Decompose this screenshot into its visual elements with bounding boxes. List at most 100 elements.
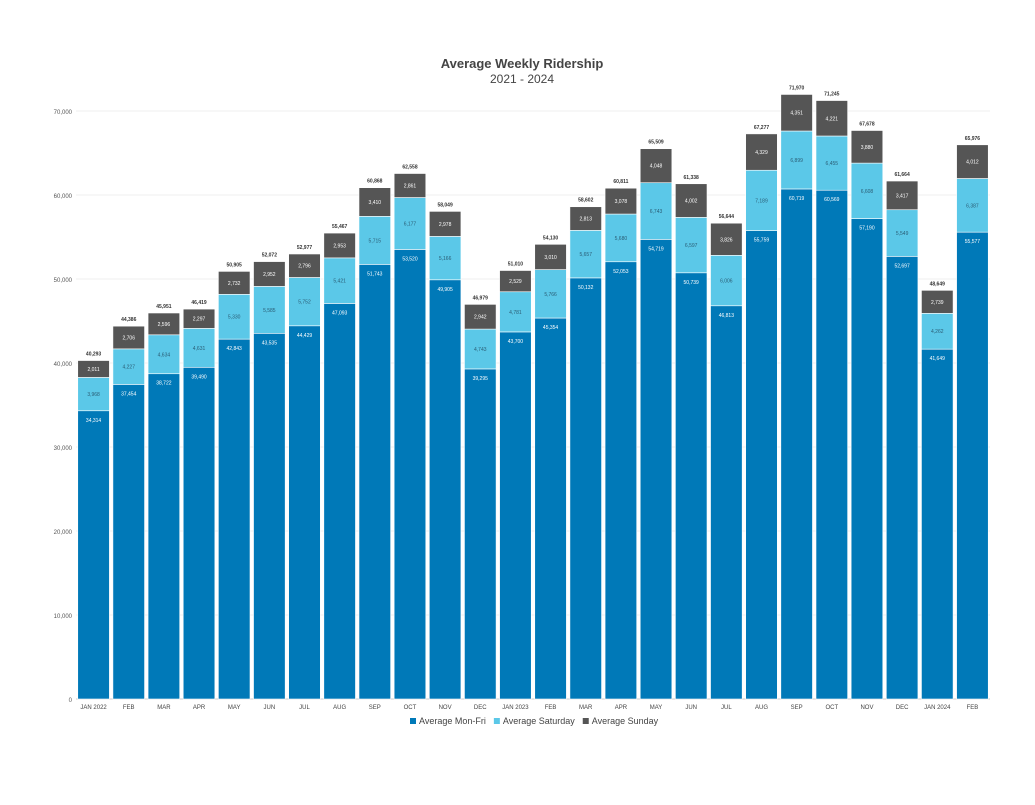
- bar-segment-average-saturday: [464, 328, 497, 370]
- x-tick-label: APR: [193, 705, 206, 711]
- bar-segment-average-sunday: [464, 304, 497, 330]
- bar-segment-average-saturday: [815, 135, 848, 191]
- data-label: 3,010: [544, 255, 557, 261]
- data-label: 2,706: [122, 336, 135, 342]
- x-tick-label: NOV: [439, 705, 452, 711]
- bar-stack: 60,569 6,455 4,221 71,245: [815, 92, 848, 700]
- bar-stack: 46,813 6,006 3,826 56,644: [710, 214, 743, 700]
- bar-stack: 57,190 6,608 3,880 67,678: [850, 122, 884, 700]
- data-label: 4,351: [790, 111, 803, 117]
- bar-segment-average-mon-fri: [780, 188, 813, 700]
- bar-segment-average-sunday: [499, 270, 532, 293]
- data-label: 3,826: [720, 237, 733, 243]
- total-label: 56,644: [719, 214, 735, 220]
- data-label: 60,719: [789, 196, 805, 202]
- y-tick-label: 50,000: [54, 278, 73, 284]
- data-label: 2,861: [404, 184, 417, 190]
- bar-segment-average-sunday: [569, 206, 602, 231]
- x-tick-label: FEB: [123, 705, 135, 711]
- bar-segment-average-saturday: [288, 277, 321, 327]
- bar-segment-average-sunday: [77, 360, 110, 378]
- bar-stack: 38,722 4,634 2,596 45,951: [147, 304, 181, 700]
- bar-segment-average-saturday: [745, 169, 778, 231]
- bar-segment-average-saturday: [710, 255, 743, 307]
- bar-segment-average-sunday: [745, 133, 778, 171]
- data-label: 3,410: [369, 200, 382, 206]
- bar-segment-average-saturday: [77, 377, 110, 412]
- bar-stack: 43,700 4,781 2,529 51,010: [499, 262, 532, 700]
- x-tick-label: JUN: [685, 705, 697, 711]
- total-label: 71,970: [789, 85, 805, 91]
- x-tick-label: MAY: [650, 705, 663, 711]
- total-label: 44,386: [121, 317, 137, 323]
- total-label: 58,602: [578, 198, 594, 204]
- y-tick-label: 20,000: [54, 530, 73, 536]
- total-label: 67,678: [859, 122, 875, 128]
- bar-segment-average-mon-fri: [956, 231, 989, 700]
- total-label: 46,419: [191, 300, 207, 306]
- total-label: 55,467: [332, 224, 348, 230]
- x-tick-label: JUL: [299, 705, 310, 711]
- x-tick-label: AUG: [755, 705, 768, 711]
- data-label: 2,978: [439, 222, 452, 228]
- bar-segment-average-saturday: [218, 294, 251, 340]
- bar-segment-average-mon-fri: [147, 373, 181, 700]
- data-label: 4,012: [966, 160, 979, 166]
- chart-subtitle: 2021 - 2024: [490, 72, 554, 86]
- bar-stack: 60,719 6,899 4,351 71,970: [780, 85, 813, 700]
- total-label: 65,976: [965, 136, 981, 142]
- bar-segment-average-saturday: [850, 162, 884, 219]
- total-label: 61,664: [894, 172, 910, 178]
- bar-stack: 52,697 5,549 3,417 61,664: [885, 172, 919, 700]
- x-tick-label: JAN 2024: [924, 705, 951, 711]
- bar-segment-average-sunday: [112, 325, 145, 350]
- bar-stack: 50,132 5,657 2,813 58,602: [569, 198, 602, 700]
- bar-segment-average-mon-fri: [710, 305, 743, 700]
- bar-segment-average-mon-fri: [112, 384, 145, 700]
- x-tick-label: OCT: [825, 705, 838, 711]
- total-label: 52,072: [262, 253, 278, 259]
- data-label: 52,697: [894, 263, 910, 269]
- data-label: 60,569: [824, 197, 840, 203]
- bar-segment-average-saturday: [956, 178, 989, 233]
- bar-stack: 47,093 5,421 2,953 55,467: [323, 224, 356, 700]
- data-label: 51,743: [367, 271, 383, 277]
- bar-stack: 55,759 7,189 4,329 67,277: [745, 125, 778, 700]
- data-label: 4,634: [158, 352, 171, 358]
- bar-segment-average-mon-fri: [850, 218, 884, 700]
- x-tick-label: FEB: [545, 705, 557, 711]
- total-label: 46,979: [473, 295, 489, 301]
- data-label: 6,608: [861, 189, 874, 195]
- bar-stack: 54,719 6,743 4,048 65,509: [639, 140, 673, 700]
- data-label: 6,899: [790, 158, 803, 164]
- bar-stack: 44,429 5,752 2,796 52,977: [288, 245, 321, 700]
- total-label: 52,977: [297, 245, 313, 251]
- x-tick-label: JUN: [264, 705, 276, 711]
- y-tick-label: 60,000: [54, 194, 73, 200]
- legend-label: Average Sunday: [592, 716, 659, 726]
- bar-stack: 39,295 4,743 2,942 46,979: [464, 295, 497, 700]
- bar-segment-average-saturday: [428, 236, 462, 281]
- bar-segment-average-sunday: [534, 244, 567, 270]
- data-label: 4,329: [755, 150, 768, 156]
- total-label: 50,905: [227, 262, 243, 268]
- bar-segment-average-sunday: [921, 290, 954, 314]
- data-label: 2,942: [474, 315, 487, 321]
- bar-segment-average-sunday: [182, 308, 216, 329]
- x-tick-label: JAN 2023: [502, 705, 529, 711]
- bar-segment-average-saturday: [323, 257, 356, 304]
- total-label: 60,811: [613, 179, 628, 185]
- bar-segment-average-mon-fri: [323, 303, 356, 700]
- data-label: 5,766: [544, 292, 557, 298]
- bar-segment-average-sunday: [675, 183, 708, 218]
- bar-segment-average-saturday: [253, 286, 286, 334]
- data-label: 57,190: [859, 226, 875, 232]
- bar-segment-average-mon-fri: [885, 256, 919, 700]
- x-tick-label: SEP: [791, 705, 803, 711]
- data-label: 2,953: [333, 243, 346, 249]
- data-label: 2,596: [158, 322, 171, 328]
- x-tick-label: JAN 2022: [80, 705, 107, 711]
- bar-segment-average-saturday: [358, 216, 391, 265]
- bar-segment-average-saturday: [921, 313, 954, 350]
- data-label: 54,719: [648, 246, 664, 252]
